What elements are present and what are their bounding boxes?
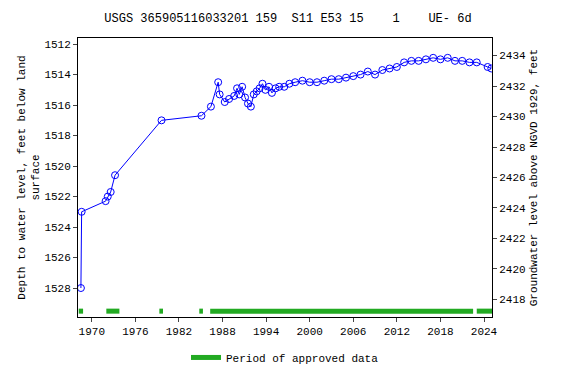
svg-text:Depth to water level, feet bel: Depth to water level, feet below landsur…	[16, 55, 42, 299]
svg-text:1528: 1528	[44, 283, 70, 295]
svg-text:1994: 1994	[253, 326, 280, 338]
svg-text:Groundwater level above NGVD 1: Groundwater level above NGVD 1929, feet	[528, 49, 540, 306]
svg-text:1516: 1516	[44, 100, 70, 112]
svg-text:2424: 2424	[499, 203, 526, 215]
svg-text:1524: 1524	[44, 222, 71, 234]
svg-text:1518: 1518	[44, 130, 70, 142]
svg-text:Period of approved data: Period of approved data	[226, 353, 378, 365]
svg-text:2420: 2420	[499, 264, 525, 276]
svg-text:1526: 1526	[44, 252, 70, 264]
svg-text:2012: 2012	[384, 326, 410, 338]
svg-text:2024: 2024	[471, 326, 498, 338]
svg-text:2422: 2422	[499, 233, 525, 245]
svg-text:USGS 365905116033201 159 S11: USGS 365905116033201 159 S11 E53 15 1 UE…	[104, 12, 471, 26]
svg-text:2426: 2426	[499, 172, 525, 184]
svg-text:2018: 2018	[427, 326, 453, 338]
svg-text:2418: 2418	[499, 294, 525, 306]
svg-text:1970: 1970	[79, 326, 105, 338]
svg-text:2430: 2430	[499, 111, 525, 123]
svg-text:1982: 1982	[166, 326, 192, 338]
svg-text:1988: 1988	[209, 326, 235, 338]
svg-text:2000: 2000	[296, 326, 322, 338]
svg-text:2428: 2428	[499, 142, 525, 154]
svg-text:2434: 2434	[499, 50, 526, 62]
svg-text:2432: 2432	[499, 81, 525, 93]
svg-text:1512: 1512	[44, 39, 70, 51]
svg-text:2006: 2006	[340, 326, 366, 338]
svg-text:1520: 1520	[44, 161, 70, 173]
svg-text:1514: 1514	[44, 69, 71, 81]
svg-text:1976: 1976	[122, 326, 148, 338]
svg-text:1522: 1522	[44, 191, 70, 203]
